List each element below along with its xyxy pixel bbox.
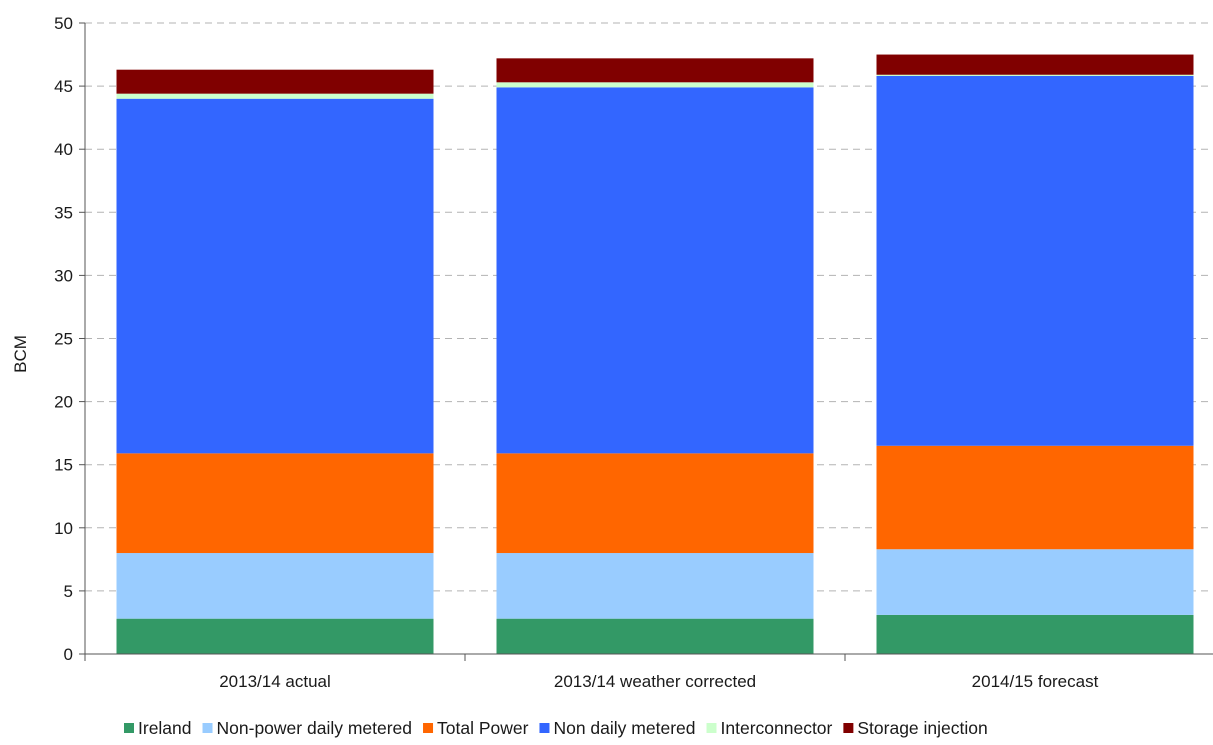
y-tick-label: 35: [54, 203, 73, 222]
y-tick-label: 40: [54, 140, 73, 159]
bar-segment-non-power-daily-metered: [876, 549, 1194, 615]
legend-entry: Non-power daily metered: [217, 718, 413, 738]
y-tick-label: 50: [54, 14, 73, 33]
bars: [116, 54, 1194, 654]
legend-entry: Ireland: [138, 718, 192, 738]
x-category-label: 2013/14 actual: [219, 672, 331, 691]
bar-segment-non-daily-metered: [116, 98, 434, 454]
bar-segment-storage-injection: [116, 69, 434, 94]
bar-segment-non-power-daily-metered: [116, 553, 434, 619]
legend-swatch: [706, 723, 717, 733]
bar-segment-total-power: [496, 453, 814, 554]
bar-segment-interconnector: [116, 93, 434, 99]
bar-segment-interconnector: [496, 82, 814, 88]
x-category-label: 2013/14 weather corrected: [554, 672, 756, 691]
legend: Ireland Non-power daily metered Total Powe…: [124, 718, 988, 738]
bar-segment-storage-injection: [876, 54, 1194, 75]
axes: [79, 22, 1213, 661]
bar-segment-non-daily-metered: [876, 76, 1194, 446]
bar-segment-storage-injection: [496, 58, 814, 83]
x-category-labels: 2013/14 actual 2013/14 weather corrected 2…: [219, 672, 1098, 691]
bar-segment-non-power-daily-metered: [496, 553, 814, 619]
legend-swatch: [124, 723, 134, 733]
legend-swatch: [539, 723, 550, 733]
bar-segment-ireland: [876, 614, 1194, 654]
y-tick-label: 15: [54, 456, 73, 475]
bar-segment-total-power: [876, 445, 1194, 550]
x-category-label: 2014/15 forecast: [972, 672, 1099, 691]
legend-entry: Non daily metered: [553, 718, 695, 738]
legend-swatch: [423, 723, 434, 733]
legend-swatch: [843, 723, 854, 733]
bar-segment-non-daily-metered: [496, 87, 814, 454]
y-tick-label: 30: [54, 266, 73, 285]
bar-segment-total-power: [116, 453, 434, 554]
y-tick-labels: 0 5 10 15 20 25 30 35 40 45 50: [54, 14, 73, 664]
y-tick-label: 45: [54, 77, 73, 96]
legend-swatch: [202, 723, 213, 733]
y-tick-label: 20: [54, 393, 73, 412]
y-tick-label: 5: [64, 582, 73, 601]
legend-entry: Interconnector: [721, 718, 833, 738]
legend-entry: Total Power: [437, 718, 529, 738]
bar-segment-interconnector: [876, 74, 1194, 77]
y-tick-label: 25: [54, 330, 73, 349]
legend-entry: Storage injection: [857, 718, 987, 738]
y-tick-label: 10: [54, 519, 73, 538]
bar-segment-ireland: [116, 618, 434, 654]
bar-segment-ireland: [496, 618, 814, 654]
y-axis-title: BCM: [11, 335, 30, 373]
y-tick-label: 0: [64, 645, 73, 664]
